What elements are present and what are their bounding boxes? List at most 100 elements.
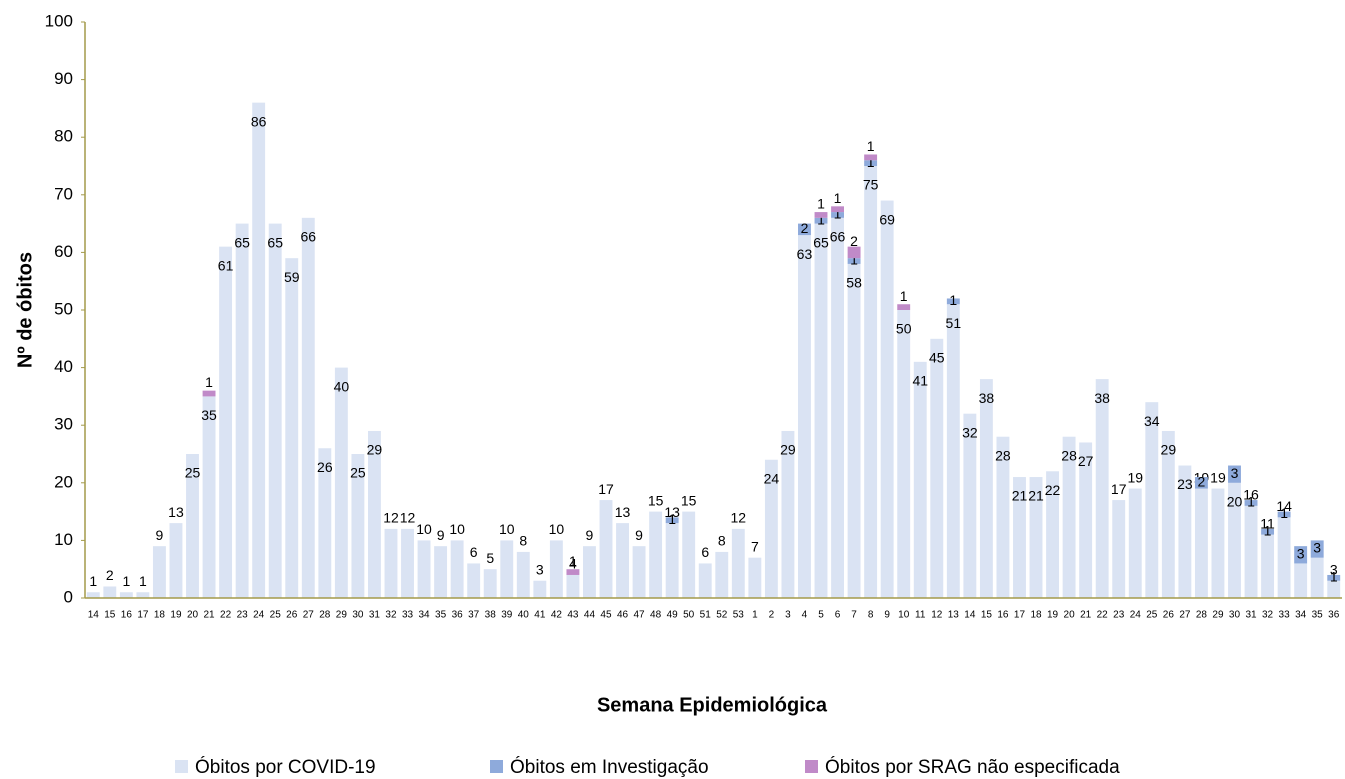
data-label: 9	[156, 527, 164, 543]
x-tick-label: 32	[385, 610, 397, 621]
x-tick-label: 26	[1163, 610, 1175, 621]
bar-segment	[682, 511, 696, 598]
bar-segment	[649, 511, 663, 598]
data-label: 3	[1297, 546, 1305, 562]
bar-segment	[1095, 379, 1109, 598]
x-tick-label: 49	[667, 610, 679, 621]
data-label: 19	[1210, 469, 1226, 485]
data-label: 1	[834, 190, 842, 206]
x-tick-label: 33	[1279, 610, 1291, 621]
bar-segment	[599, 500, 613, 598]
data-label: 69	[879, 211, 895, 227]
bar-segment	[1327, 574, 1341, 581]
data-label: 51	[946, 315, 962, 331]
bar-segment	[549, 540, 563, 598]
bar-segment	[1112, 500, 1126, 598]
data-label: 1	[900, 288, 908, 304]
x-tick-label: 46	[617, 610, 629, 621]
x-tick-label: 35	[435, 610, 447, 621]
x-tick-label: 2	[769, 610, 775, 621]
x-tick-label: 24	[253, 610, 265, 621]
x-tick-label: 10	[898, 610, 910, 621]
y-tick-label: 70	[54, 184, 73, 203]
data-label: 1	[1280, 505, 1288, 521]
data-label: 66	[300, 229, 316, 245]
data-label: 13	[615, 504, 631, 520]
data-label: 1	[569, 553, 577, 569]
x-tick-label: 5	[818, 610, 824, 621]
bar-segment	[1310, 540, 1324, 558]
data-label: 65	[267, 234, 283, 250]
bar-segment	[566, 574, 580, 598]
x-tick-label: 47	[634, 610, 646, 621]
bar-segment	[136, 592, 150, 598]
bar-segment	[1029, 477, 1043, 598]
data-label: 1	[1264, 522, 1272, 538]
data-label: 1	[205, 374, 213, 390]
bar-segment	[1310, 557, 1324, 598]
data-label: 40	[334, 378, 350, 394]
x-tick-label: 45	[600, 610, 612, 621]
data-label: 23	[1177, 476, 1193, 492]
data-label: 65	[813, 234, 829, 250]
bar-segment	[566, 569, 580, 575]
data-label: 19	[1127, 469, 1143, 485]
data-label: 28	[995, 447, 1011, 463]
data-label: 1	[834, 206, 842, 222]
data-label: 12	[731, 510, 747, 526]
bar-segment	[169, 523, 183, 598]
bar-segment	[1178, 465, 1192, 598]
x-tick-label: 26	[286, 610, 298, 621]
x-tick-label: 34	[418, 610, 430, 621]
data-label: 9	[437, 527, 445, 543]
data-label: 1	[817, 196, 825, 212]
bar-segment	[831, 217, 844, 598]
x-tick-label: 32	[1262, 610, 1274, 621]
x-tick-label: 39	[501, 610, 513, 621]
y-tick-label: 50	[54, 299, 73, 318]
data-label: 13	[664, 504, 680, 520]
bar-segment	[1244, 505, 1258, 598]
bar-segment	[152, 546, 166, 598]
data-label: 59	[284, 269, 300, 285]
bar-segment	[384, 528, 398, 598]
data-label: 63	[797, 246, 813, 262]
data-label: 25	[185, 465, 201, 481]
bar-segment	[1261, 534, 1275, 598]
x-tick-label: 52	[716, 610, 728, 621]
bar-segment	[616, 523, 629, 598]
bar-segment	[864, 160, 878, 166]
bar-segment	[798, 223, 811, 236]
x-axis-title: Semana Epidemiológica	[597, 694, 828, 716]
bar-segment	[1194, 477, 1208, 489]
data-label: 15	[648, 492, 664, 508]
x-tick-label: 28	[1196, 610, 1208, 621]
y-tick-label: 10	[54, 530, 73, 549]
bar-segment	[285, 258, 299, 598]
x-tick-label: 25	[1146, 610, 1158, 621]
bar-segment	[814, 212, 828, 218]
legend-label: Óbitos em Investigação	[510, 756, 709, 778]
legend-swatch	[175, 760, 188, 773]
x-tick-label: 11	[915, 610, 926, 621]
data-label: 1	[867, 138, 875, 154]
data-label: 17	[598, 481, 614, 497]
bar-segment	[219, 246, 233, 598]
data-label: 15	[681, 492, 697, 508]
bar-segment	[1244, 500, 1258, 506]
data-label: 6	[470, 544, 478, 560]
data-label: 1	[122, 573, 130, 589]
bar-segment	[1194, 488, 1208, 598]
data-label: 32	[962, 424, 978, 440]
bar-segment	[417, 540, 431, 598]
x-tick-label: 18	[1030, 610, 1042, 621]
legend-swatch	[805, 760, 818, 773]
bar-segment	[334, 367, 348, 598]
data-label: 35	[201, 407, 217, 423]
data-label: 8	[519, 533, 527, 549]
x-tick-label: 13	[948, 610, 960, 621]
data-label: 3	[1330, 561, 1338, 577]
data-label: 38	[979, 390, 995, 406]
x-tick-label: 53	[733, 610, 745, 621]
